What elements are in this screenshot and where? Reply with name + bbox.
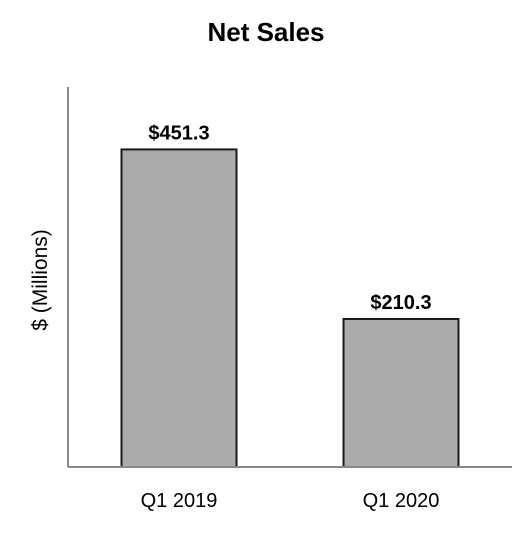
x-tick-label-q1-2019: Q1 2019 xyxy=(141,490,218,512)
labels-layer: $451.3 Q1 2019 $210.3 Q1 2020 xyxy=(141,122,440,512)
x-tick-label-q1-2020: Q1 2020 xyxy=(363,490,440,512)
bar-q1-2019 xyxy=(120,148,238,468)
chart-title: Net Sales xyxy=(207,17,324,47)
data-label-q1-2020: $210.3 xyxy=(370,292,431,314)
bar-q1-2020 xyxy=(342,318,460,468)
y-axis-label: $ (Millions) xyxy=(29,229,52,331)
bars-layer xyxy=(120,148,460,468)
data-label-q1-2019: $451.3 xyxy=(148,122,209,144)
